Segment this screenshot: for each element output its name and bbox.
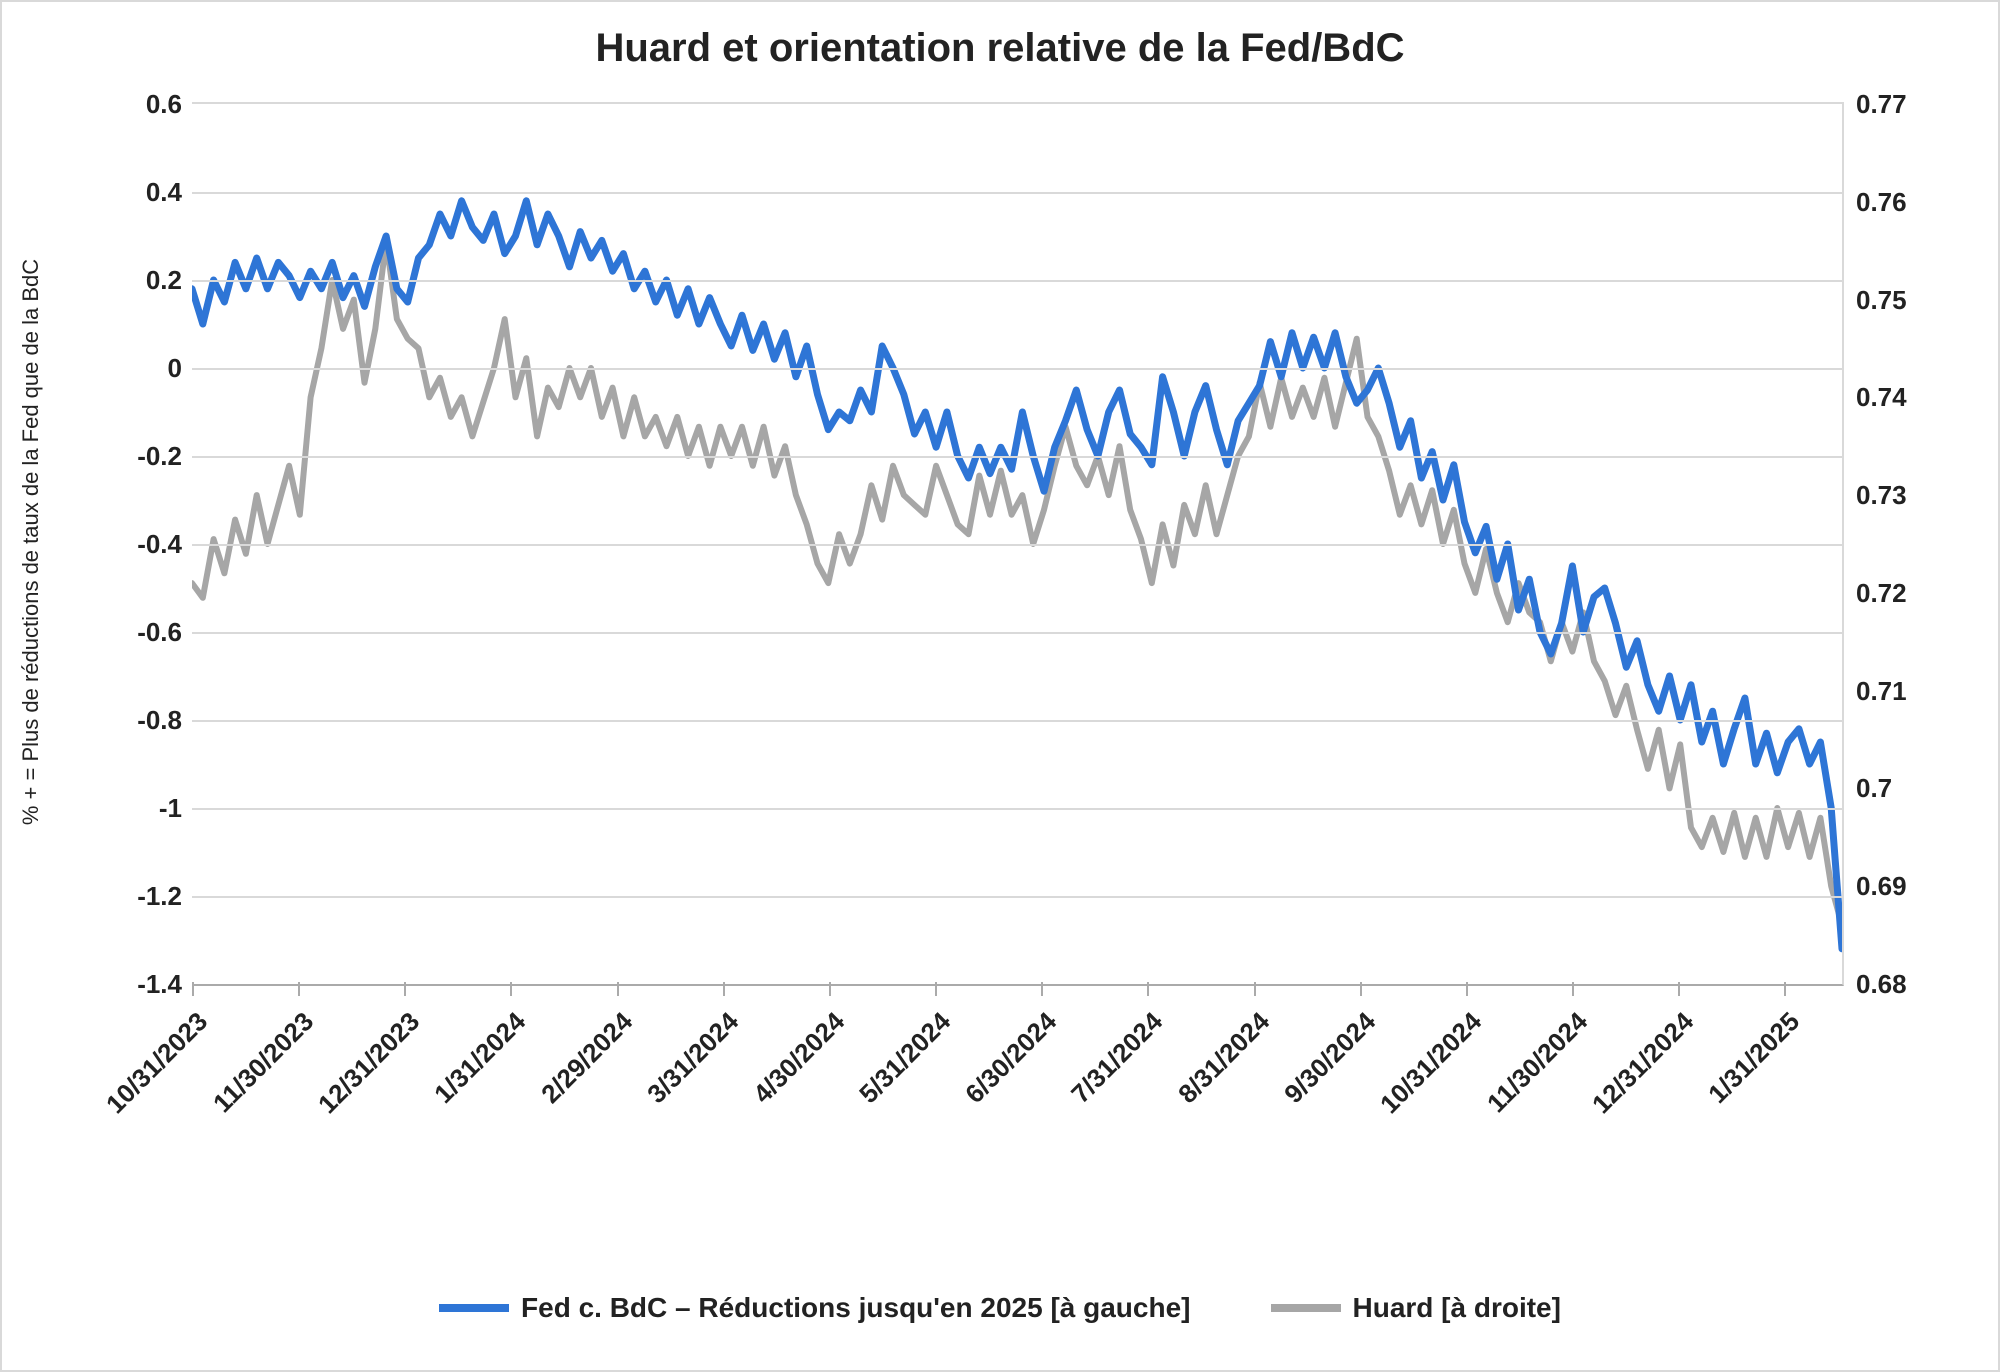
x-tick-mark [1254,982,1256,996]
y-right-tick-label: 0.75 [1856,285,1907,316]
x-tick-mark [1360,982,1362,996]
plot-area [192,102,1844,986]
series-fed-vs-boc [192,201,1842,949]
x-tick-mark [404,982,406,996]
chart-title: Huard et orientation relative de la Fed/… [2,26,1998,71]
x-tick-mark [1678,982,1680,996]
gridline-horizontal [192,720,1842,722]
legend-item-huard: Huard [à droite] [1271,1292,1561,1324]
y-left-tick-label: 0.4 [102,177,182,208]
y-left-tick-label: -1.2 [102,881,182,912]
x-tick-mark [935,982,937,996]
y-left-axis-label: % + = Plus de réductions de taux de la F… [18,259,44,825]
gridline-horizontal [192,632,1842,634]
series-huard [192,241,1842,925]
y-left-tick-label: -1.4 [102,969,182,1000]
x-tick-mark [617,982,619,996]
x-tick-mark [298,982,300,996]
x-tick-mark [829,982,831,996]
y-right-tick-label: 0.7 [1856,773,1892,804]
x-tick-mark [1784,982,1786,996]
legend-label: Huard [à droite] [1353,1292,1561,1324]
legend-label: Fed c. BdC – Réductions jusqu'en 2025 [à… [521,1292,1190,1324]
x-tick-mark [1466,982,1468,996]
y-left-tick-label: -0.8 [102,705,182,736]
x-tick-mark [510,982,512,996]
gridline-horizontal [192,368,1842,370]
x-tick-mark [723,982,725,996]
gridline-horizontal [192,280,1842,282]
y-left-tick-label: -1 [102,793,182,824]
gridline-horizontal [192,456,1842,458]
y-right-tick-label: 0.72 [1856,578,1907,609]
x-tick-mark [1572,982,1574,996]
y-left-tick-label: 0 [102,353,182,384]
x-tick-mark [192,982,194,996]
y-left-tick-label: -0.2 [102,441,182,472]
y-right-tick-label: 0.74 [1856,382,1907,413]
chart-container: Huard et orientation relative de la Fed/… [0,0,2000,1372]
y-left-tick-label: -0.4 [102,529,182,560]
y-right-tick-label: 0.76 [1856,187,1907,218]
y-right-tick-label: 0.69 [1856,871,1907,902]
x-tick-mark [1147,982,1149,996]
legend-swatch [1271,1304,1341,1312]
legend-item-fed-vs-boc: Fed c. BdC – Réductions jusqu'en 2025 [à… [439,1292,1190,1324]
y-left-tick-label: 0.6 [102,89,182,120]
gridline-horizontal [192,192,1842,194]
legend: Fed c. BdC – Réductions jusqu'en 2025 [à… [2,1292,1998,1324]
y-right-tick-label: 0.71 [1856,676,1907,707]
y-right-tick-label: 0.68 [1856,969,1907,1000]
gridline-horizontal [192,808,1842,810]
gridline-horizontal [192,896,1842,898]
gridline-horizontal [192,544,1842,546]
y-right-tick-label: 0.77 [1856,89,1907,120]
x-tick-mark [1041,982,1043,996]
y-right-tick-label: 0.73 [1856,480,1907,511]
legend-swatch [439,1304,509,1312]
y-left-tick-label: -0.6 [102,617,182,648]
y-left-tick-label: 0.2 [102,265,182,296]
